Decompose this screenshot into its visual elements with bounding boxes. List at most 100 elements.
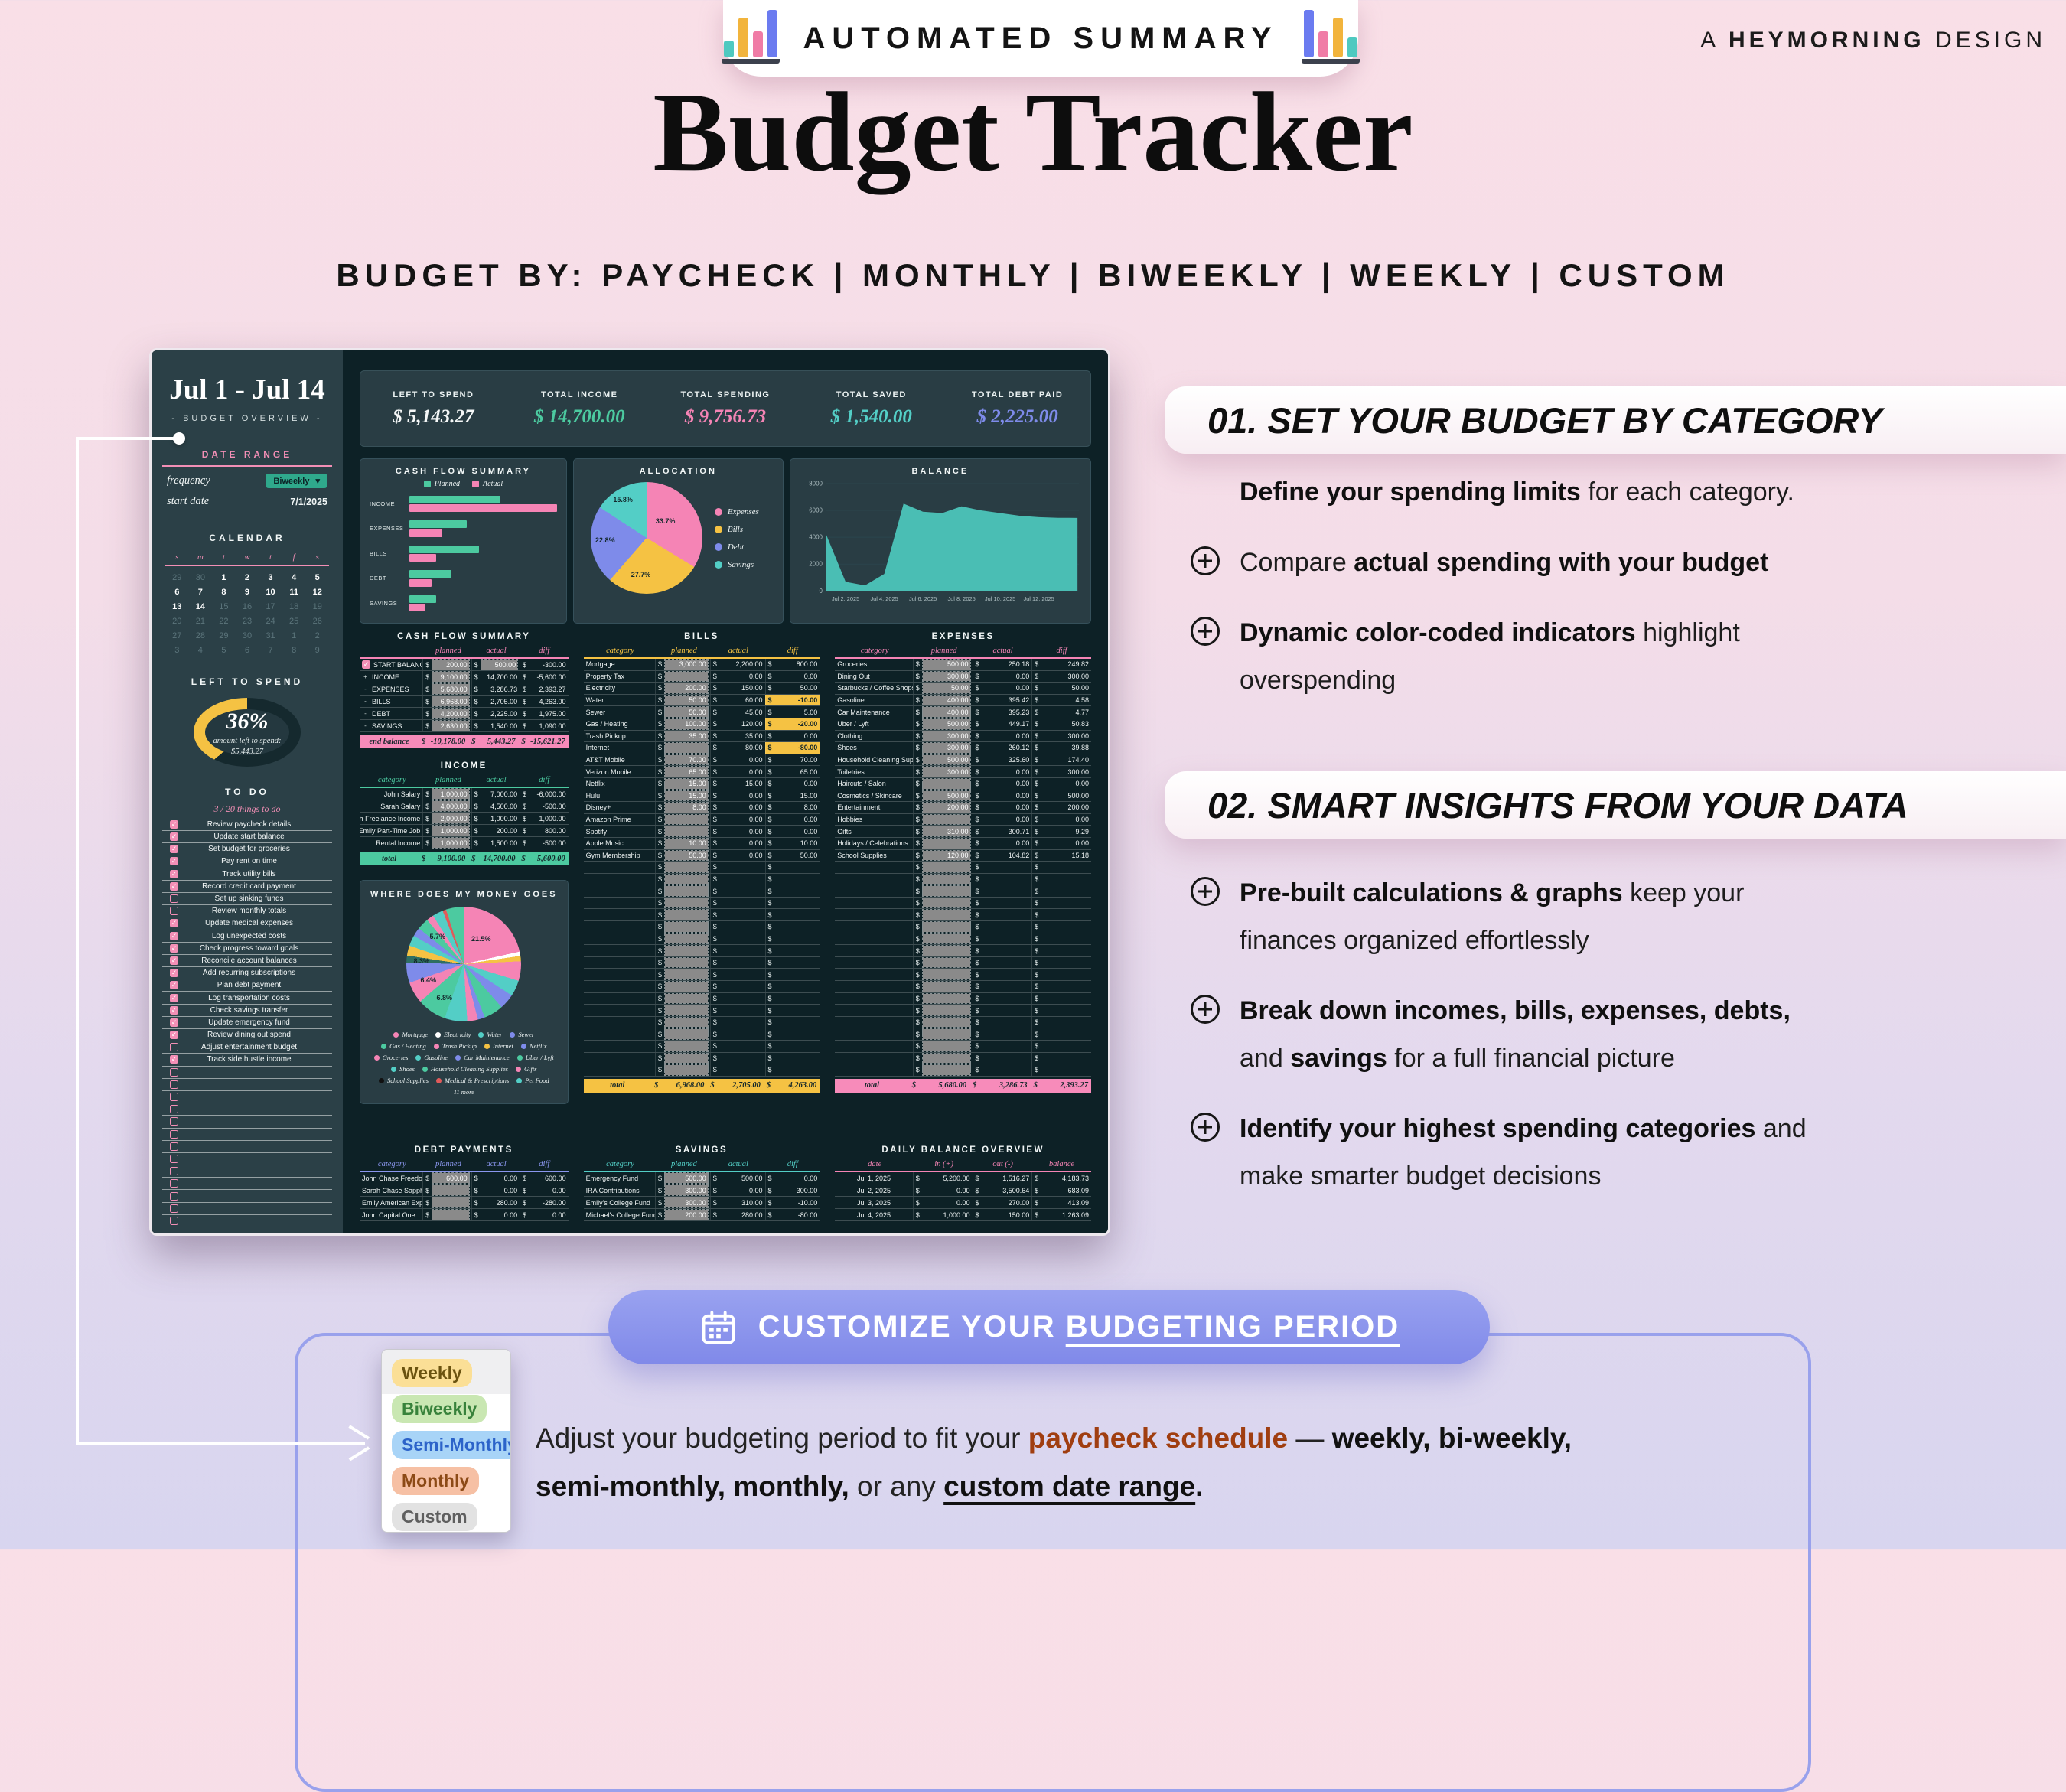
cell-value[interactable]: 100.00 [664, 718, 709, 730]
cell-value[interactable]: 1,000.00 [432, 825, 470, 836]
todo-checkbox[interactable]: ✓ [170, 956, 178, 965]
cell-value[interactable]: 2,630.00 [432, 720, 470, 731]
cell-value[interactable]: 6,968.00 [432, 696, 470, 707]
todo-checkbox[interactable] [170, 1179, 178, 1188]
todo-checkbox[interactable] [170, 1191, 178, 1201]
todo-checkbox[interactable] [170, 1154, 178, 1163]
cell-value[interactable] [664, 1028, 709, 1040]
cell-value[interactable]: 300.00 [921, 742, 971, 754]
cell-value[interactable]: 310.00 [921, 826, 971, 837]
cell-value[interactable] [664, 670, 709, 683]
cell-value[interactable] [921, 945, 971, 956]
cell-value[interactable] [921, 1028, 971, 1040]
cell-value[interactable] [664, 956, 709, 969]
cell-value[interactable] [921, 1041, 971, 1052]
todo-checkbox[interactable] [170, 1105, 178, 1114]
todo-checkbox[interactable]: ✓ [170, 845, 178, 854]
todo-checkbox[interactable]: ✓ [170, 943, 178, 953]
cell-value[interactable] [921, 1005, 971, 1016]
start-date-value[interactable]: 7/1/2025 [290, 496, 327, 507]
cell-value[interactable]: 500.00 [480, 659, 519, 670]
cell-value[interactable]: 8.00 [664, 802, 709, 813]
period-option-biweekly[interactable]: Biweekly [392, 1395, 487, 1423]
cell-value[interactable]: 4,000.00 [432, 800, 470, 812]
period-option-monthly[interactable]: Monthly [392, 1467, 480, 1495]
todo-checkbox[interactable]: ✓ [170, 832, 178, 842]
todo-checkbox[interactable]: ✓ [170, 1031, 178, 1040]
cell-value[interactable] [664, 1052, 709, 1064]
cell-value[interactable]: 200.00 [664, 683, 709, 694]
cell-value[interactable] [921, 1016, 971, 1028]
todo-checkbox[interactable] [170, 1129, 178, 1139]
cell-value[interactable] [432, 1209, 470, 1220]
todo-checkbox[interactable]: ✓ [170, 969, 178, 978]
cell-value[interactable] [664, 981, 709, 992]
cell-value[interactable] [921, 813, 971, 826]
cell-value[interactable]: 15.00 [664, 777, 709, 790]
cell-value[interactable]: 300.00 [664, 1197, 709, 1208]
cell-value[interactable]: 9,100.00 [432, 671, 470, 683]
cell-value[interactable] [921, 837, 971, 849]
row-checkbox[interactable]: ✓ [362, 660, 370, 669]
cell-value[interactable] [664, 909, 709, 921]
cell-value[interactable]: 400.00 [921, 706, 971, 718]
todo-checkbox[interactable]: ✓ [170, 993, 178, 1002]
todo-checkbox[interactable] [170, 1216, 178, 1225]
cell-value[interactable] [664, 826, 709, 837]
cell-value[interactable] [664, 1016, 709, 1028]
cell-value[interactable] [664, 933, 709, 945]
cell-value[interactable] [664, 992, 709, 1005]
todo-checkbox[interactable]: ✓ [170, 1005, 178, 1015]
cell-value[interactable] [664, 862, 709, 873]
cell-value[interactable] [664, 945, 709, 956]
todo-checkbox[interactable]: ✓ [170, 1055, 178, 1064]
cell-value[interactable]: 120.00 [921, 849, 971, 862]
cell-value[interactable] [921, 933, 971, 945]
cell-value[interactable] [664, 813, 709, 826]
cell-value[interactable] [921, 956, 971, 969]
cell-value[interactable]: 500.00 [664, 1172, 709, 1184]
cell-value[interactable] [664, 873, 709, 885]
cell-value[interactable]: 200.00 [921, 802, 971, 813]
cell-value[interactable]: 400.00 [921, 694, 971, 706]
cell-value[interactable]: 70.00 [664, 754, 709, 766]
cell-value[interactable]: 1,000.00 [432, 788, 470, 800]
todo-checkbox[interactable]: ✓ [170, 1018, 178, 1027]
cell-value[interactable] [664, 885, 709, 897]
cell-value[interactable]: 300.00 [921, 730, 971, 742]
cell-value[interactable] [664, 1064, 709, 1076]
todo-checkbox[interactable]: ✓ [170, 819, 178, 829]
cell-value[interactable] [664, 969, 709, 980]
cell-value[interactable] [921, 862, 971, 873]
todo-checkbox[interactable]: ✓ [170, 881, 178, 891]
cell-value[interactable]: 500.00 [921, 659, 971, 670]
cell-value[interactable] [921, 981, 971, 992]
cell-value[interactable]: 500.00 [921, 790, 971, 802]
cell-value[interactable] [664, 742, 709, 754]
cell-value[interactable] [664, 1005, 709, 1016]
cell-value[interactable]: 300.00 [921, 766, 971, 777]
todo-checkbox[interactable] [170, 1167, 178, 1176]
cell-value[interactable] [921, 777, 971, 790]
period-option-weekly[interactable]: Weekly [392, 1359, 472, 1387]
cell-value[interactable]: 500.00 [921, 754, 971, 766]
todo-checkbox[interactable]: ✓ [170, 981, 178, 990]
cell-value[interactable]: 5,680.00 [432, 683, 470, 695]
cell-value[interactable]: 200.00 [432, 659, 470, 670]
cell-value[interactable] [664, 921, 709, 933]
todo-checkbox[interactable] [170, 1117, 178, 1126]
cell-value[interactable]: 50.00 [921, 683, 971, 694]
cell-value[interactable]: 50.00 [664, 706, 709, 718]
cell-value[interactable] [664, 1041, 709, 1052]
cell-value[interactable]: 2,000.00 [432, 813, 470, 824]
cell-value[interactable]: 50.00 [664, 694, 709, 706]
todo-checkbox[interactable] [170, 894, 178, 904]
cell-value[interactable] [664, 897, 709, 909]
cell-value[interactable]: 15.00 [664, 790, 709, 802]
todo-checkbox[interactable] [170, 1204, 178, 1213]
cell-value[interactable]: 65.00 [664, 766, 709, 777]
todo-checkbox[interactable]: ✓ [170, 931, 178, 940]
cell-value[interactable]: 3,000.00 [664, 659, 709, 670]
cell-value[interactable] [921, 1052, 971, 1064]
cell-value[interactable] [921, 885, 971, 897]
